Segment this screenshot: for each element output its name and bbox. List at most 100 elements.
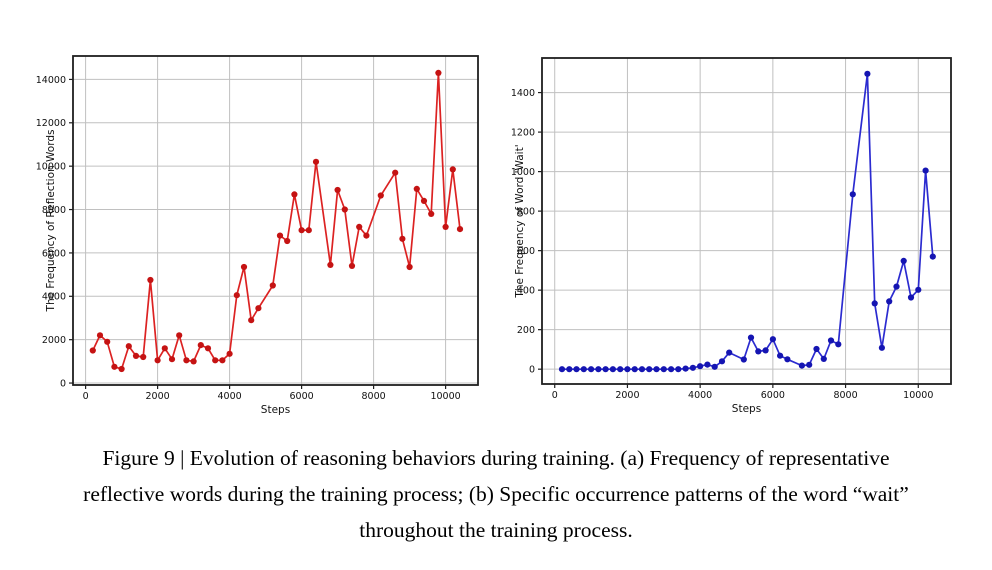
y-tick-label: 1400 — [511, 88, 535, 99]
data-point — [820, 355, 827, 362]
x-axis-label: Steps — [732, 403, 761, 415]
data-point — [806, 361, 813, 368]
data-point — [363, 232, 370, 239]
data-point — [784, 356, 791, 363]
x-tick-label: 0 — [83, 391, 89, 402]
data-point — [668, 366, 675, 373]
data-line — [562, 72, 934, 371]
data-point — [617, 366, 624, 373]
x-axis-label: Steps — [261, 404, 290, 416]
data-point — [602, 366, 609, 373]
data-point — [104, 338, 111, 345]
data-point — [653, 366, 660, 373]
data-point — [835, 341, 842, 348]
data-point — [915, 286, 922, 293]
data-point — [219, 357, 226, 364]
data-point — [827, 337, 835, 344]
x-tick-label: 6000 — [290, 391, 314, 402]
data-point — [132, 352, 140, 359]
y-tick-label: 14000 — [36, 75, 66, 86]
data-point — [197, 342, 204, 349]
y-tick-label: 2000 — [42, 335, 66, 346]
y-tick-label: 600 — [517, 246, 535, 257]
data-point — [298, 227, 305, 234]
data-point — [893, 283, 900, 290]
y-tick-label: 12000 — [36, 118, 66, 129]
data-point — [334, 186, 341, 194]
data-line — [92, 72, 461, 370]
data-point — [276, 232, 284, 239]
data-point — [566, 366, 573, 373]
data-point — [428, 210, 435, 217]
y-tick-label: 8000 — [42, 205, 66, 216]
x-tick-label: 6000 — [761, 390, 785, 401]
y-axis-label: The Frequency of Word 'Wait' — [514, 144, 526, 298]
data-point — [240, 263, 248, 271]
data-point — [646, 366, 653, 373]
data-point — [609, 366, 616, 373]
data-point — [864, 70, 871, 77]
figure-caption: Figure 9 | Evolution of reasoning behavi… — [0, 441, 992, 548]
data-point — [922, 167, 929, 174]
data-point — [813, 345, 820, 353]
x-tick-label: 8000 — [362, 391, 386, 402]
data-point — [356, 223, 363, 230]
data-point — [558, 366, 566, 373]
data-point — [118, 365, 125, 373]
data-point — [161, 345, 168, 352]
y-axis-label: The Frequency of Reflection Words — [45, 130, 57, 313]
data-point — [456, 226, 464, 233]
data-point — [269, 282, 276, 289]
data-point — [631, 366, 638, 373]
data-point — [675, 366, 682, 373]
data-point — [147, 276, 154, 284]
data-point — [929, 253, 936, 260]
data-point — [168, 356, 176, 363]
data-point — [777, 352, 784, 359]
data-point — [327, 261, 334, 268]
data-point — [718, 358, 726, 365]
data-point — [900, 257, 907, 264]
reflection-words-chart: 0 2000 4000 6000 8000 10000 0 2000 4000 6000 8000 1… — [36, 55, 479, 416]
data-point — [183, 357, 190, 364]
data-point — [125, 343, 132, 350]
x-tick-label: 10000 — [430, 391, 460, 402]
caption-line-1: Figure 9 | Evolution of reasoning behavi… — [102, 446, 890, 470]
data-point — [406, 263, 413, 271]
caption-line-2: reflective words during the training pro… — [83, 481, 909, 506]
data-point — [755, 348, 762, 355]
data-point — [377, 192, 384, 199]
data-point — [580, 366, 587, 373]
y-tick-label: 10000 — [36, 162, 66, 173]
y-tick-label: 1200 — [511, 127, 535, 138]
y-tick-label: 200 — [517, 325, 535, 336]
data-point — [711, 363, 718, 370]
data-point — [89, 347, 96, 354]
data-point — [660, 366, 667, 373]
data-point — [291, 191, 298, 198]
data-point — [704, 361, 711, 368]
data-point — [420, 197, 428, 204]
data-point — [769, 336, 776, 343]
data-point — [140, 353, 147, 361]
data-point — [573, 366, 580, 373]
data-point — [442, 223, 449, 230]
data-point — [697, 363, 704, 370]
data-point — [284, 237, 291, 245]
x-tick-label: 2000 — [615, 390, 639, 401]
data-point — [204, 345, 212, 352]
caption-line-3: throughout the training process. — [359, 517, 633, 542]
data-point — [682, 365, 689, 372]
data-point — [348, 262, 356, 269]
data-point — [435, 69, 442, 76]
data-point — [305, 227, 312, 234]
data-point — [111, 363, 118, 370]
data-point — [341, 206, 348, 213]
plot-border — [72, 55, 479, 386]
data-point — [312, 158, 320, 165]
data-point — [399, 235, 406, 242]
data-point — [740, 356, 747, 363]
data-point — [886, 298, 893, 305]
data-point — [798, 362, 805, 369]
